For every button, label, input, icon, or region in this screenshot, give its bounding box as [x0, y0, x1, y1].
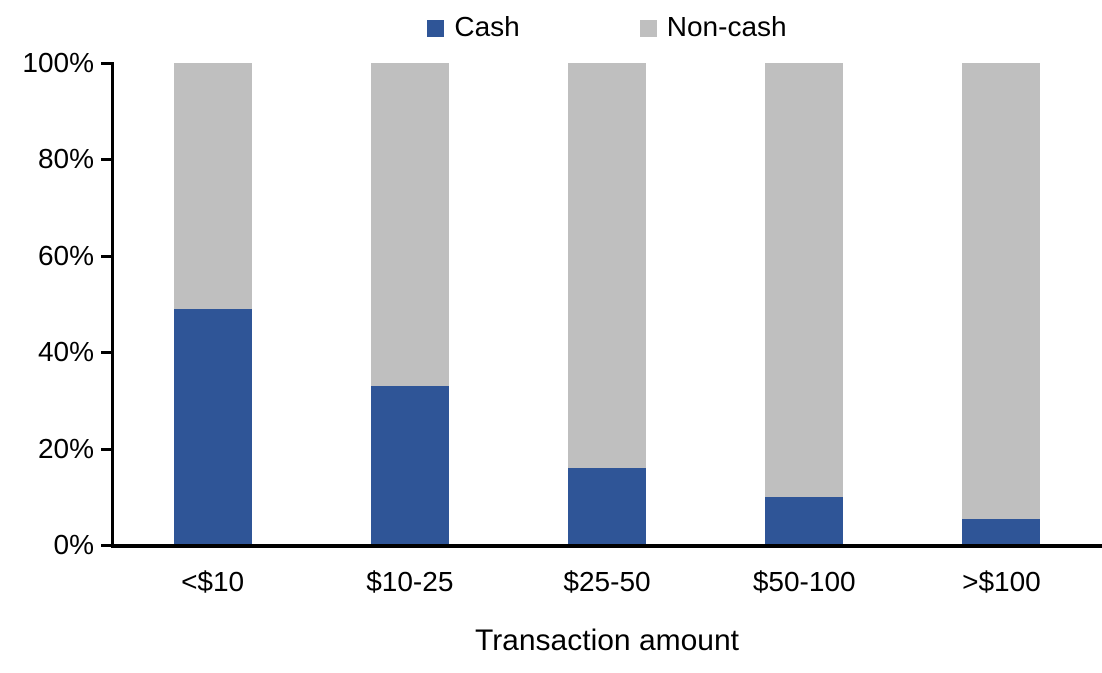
- bar-segment-noncash: [370, 63, 449, 386]
- y-tick-label: 20%: [37, 432, 94, 464]
- bar-slot: [903, 63, 1100, 545]
- y-tick-label: 40%: [37, 336, 94, 368]
- x-category-label: $10-25: [366, 566, 454, 597]
- x-category-label: $50-100: [752, 566, 856, 597]
- y-tick: [101, 351, 111, 355]
- y-tick-label: 0%: [53, 529, 94, 560]
- legend-item-cash: Cash: [427, 10, 520, 44]
- x-axis-title: Transaction amount: [474, 624, 740, 657]
- x-category-label: $25-50: [563, 566, 651, 597]
- bar-$50-100: [765, 63, 844, 545]
- bar-slot: [114, 63, 311, 545]
- legend: Cash Non-cash: [114, 10, 1100, 44]
- bar-segment-noncash: [765, 63, 844, 497]
- y-tick: [101, 447, 111, 451]
- bar-slot: [508, 63, 705, 545]
- x-category-label: >$100: [962, 566, 1041, 597]
- y-tick: [101, 158, 111, 162]
- x-axis-labels: <$10 $10-25 $25-50 $50-100 >$100: [114, 566, 1100, 598]
- legend-item-noncash: Non-cash: [639, 10, 787, 44]
- bar-$25-50: [568, 63, 646, 545]
- legend-label-cash: Cash: [454, 11, 520, 42]
- bar->$100: [962, 63, 1041, 545]
- noncash-swatch-icon: [639, 19, 657, 37]
- legend-label-noncash: Non-cash: [666, 11, 787, 42]
- bar-segment-noncash: [568, 63, 646, 468]
- bar-$10-25: [370, 63, 449, 545]
- bar-slot: [311, 63, 508, 545]
- bar-slot: [706, 63, 903, 545]
- x-axis-line: [111, 544, 1102, 548]
- y-tick-label: 100%: [22, 47, 94, 78]
- y-tick: [101, 254, 111, 258]
- bar-segment-cash: [370, 385, 449, 545]
- bar-segment-cash: [962, 518, 1041, 545]
- y-tick-label: 60%: [37, 239, 94, 271]
- y-tick-label: 80%: [37, 143, 94, 175]
- bar-segment-cash: [173, 308, 252, 545]
- y-tick: [101, 544, 111, 547]
- x-category-label: <$10: [181, 566, 245, 597]
- bar-<$10: [173, 63, 252, 545]
- bar-segment-cash: [568, 467, 646, 545]
- bar-segment-cash: [765, 496, 844, 545]
- cash-swatch-icon: [427, 19, 445, 37]
- plot-area: [114, 63, 1100, 545]
- bar-segment-noncash: [173, 63, 252, 309]
- bar-segment-noncash: [962, 63, 1041, 519]
- y-tick: [101, 62, 111, 65]
- y-axis-line: [111, 62, 114, 547]
- y-axis: 0% 20% 40% 60% 80% 100%: [0, 47, 111, 560]
